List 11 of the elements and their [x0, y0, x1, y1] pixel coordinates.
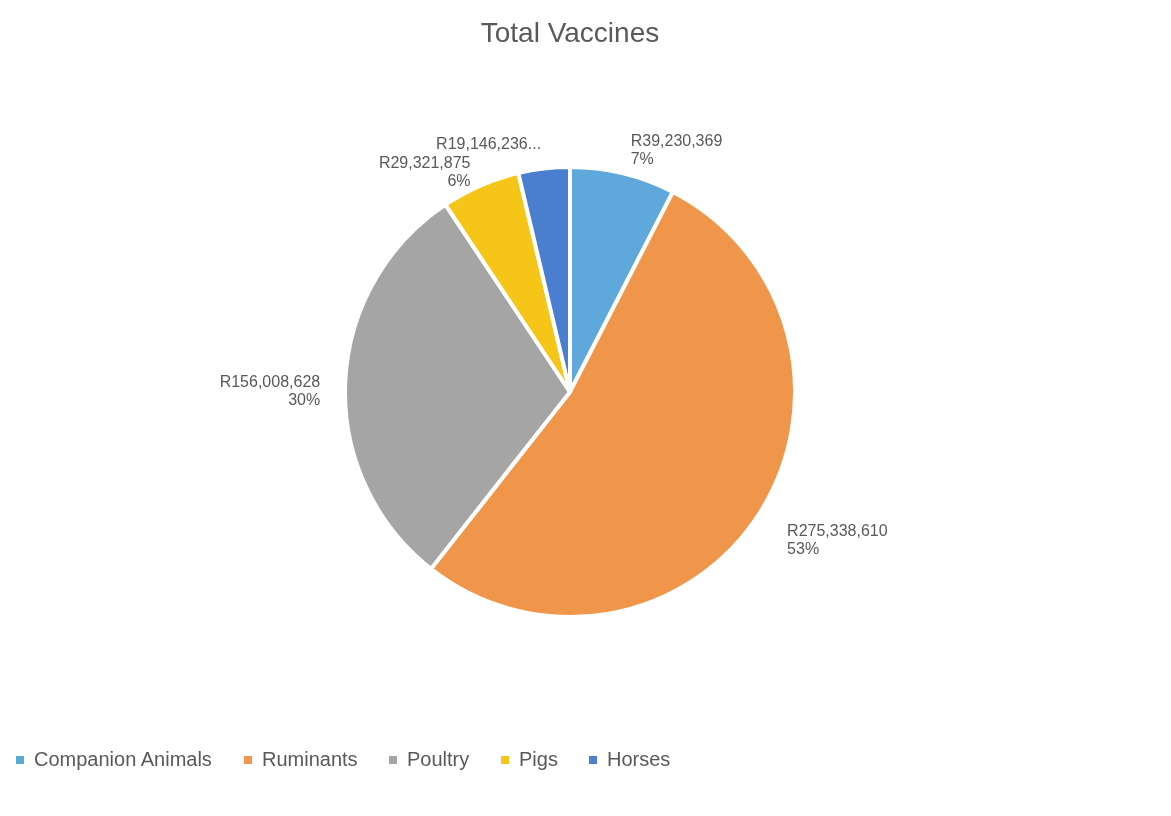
- legend-label: Pigs: [519, 748, 558, 770]
- legend-label: Companion Animals: [34, 748, 212, 770]
- legend-label: Poultry: [407, 748, 470, 770]
- data-label: R275,338,610 53%: [787, 522, 888, 558]
- chart-title: Total Vaccines: [480, 17, 660, 48]
- data-label: R29,321,875 6%: [378, 153, 471, 189]
- legend-label: Horses: [607, 748, 671, 770]
- legend-label: Ruminants: [262, 748, 358, 770]
- data-label: R19,146,236...: [436, 134, 542, 152]
- data-label: R156,008,628 30%: [219, 373, 321, 409]
- data-label: R39,230,369 7%: [630, 132, 723, 168]
